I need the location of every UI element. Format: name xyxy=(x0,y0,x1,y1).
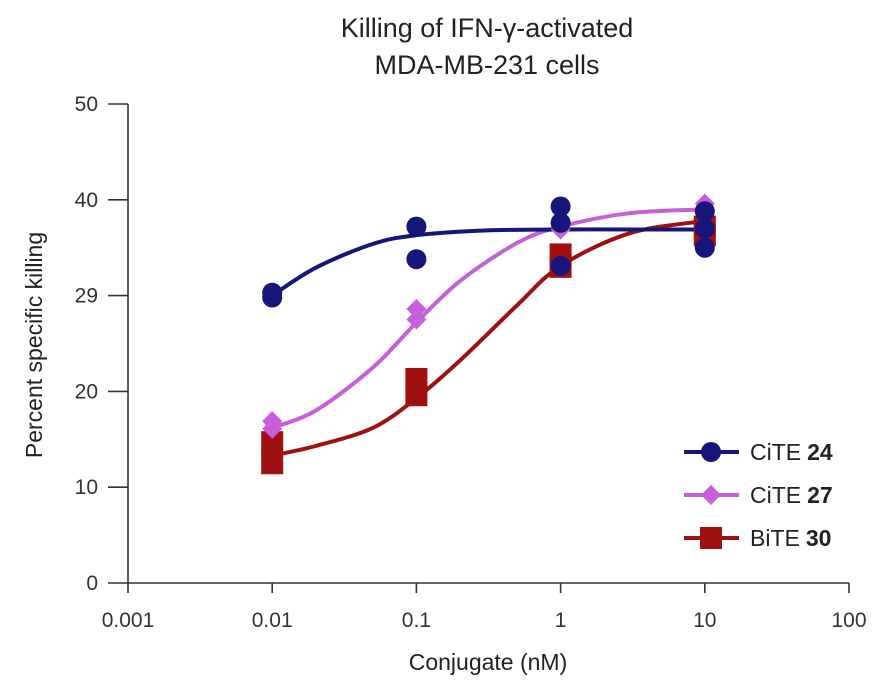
legend-compound-number: 30 xyxy=(806,525,832,551)
legend-item-cite-27: CiTE 27 xyxy=(684,482,833,508)
legend-name: CiTE xyxy=(750,439,801,465)
legend-compound-number: 24 xyxy=(807,439,833,465)
x-tick-label: 0.001 xyxy=(102,609,155,632)
x-tick-label: 100 xyxy=(831,609,866,632)
fit-curve-cite-24 xyxy=(270,227,707,298)
y-tick-label: 20 xyxy=(75,380,98,403)
cite-24-point xyxy=(550,212,571,233)
cite-24-point xyxy=(406,216,427,237)
legend-marker xyxy=(701,442,721,462)
legend-compound-number: 27 xyxy=(807,482,833,508)
bite-30-point xyxy=(261,452,284,475)
bite-30-point xyxy=(405,384,428,407)
chart-title-line-2: MDA-MB-231 cells xyxy=(374,50,599,80)
fit-curves xyxy=(270,207,707,458)
legend-item-cite-24: CiTE 24 xyxy=(684,439,833,465)
y-tick-label: 29 xyxy=(75,285,98,308)
legend-item-bite-30: BiTE 30 xyxy=(684,525,831,551)
x-tick-label: 0.01 xyxy=(252,609,293,632)
cite-24-point xyxy=(694,201,715,222)
cite-27-point xyxy=(406,309,427,330)
y-axis-label: Percent specific killing xyxy=(21,232,47,458)
x-axis-label: Conjugate (nM) xyxy=(409,649,568,675)
chart-title-line-1: Killing of IFN-γ-activated xyxy=(341,13,634,43)
fit-curve-bite-30 xyxy=(270,218,707,458)
legend-label: CiTE 27 xyxy=(750,482,833,508)
legend-marker xyxy=(700,527,722,549)
chart-title: Killing of IFN-γ-activated MDA-MB-231 ce… xyxy=(341,13,634,80)
cite-27-point xyxy=(406,299,427,320)
x-tick-label: 0.1 xyxy=(402,609,431,632)
cite-24-point xyxy=(550,255,571,276)
legend-marker xyxy=(701,485,721,505)
cite-24-point xyxy=(550,196,571,217)
legend-label: BiTE 30 xyxy=(750,525,831,551)
y-tick-label: 40 xyxy=(75,189,98,212)
cite-27-point xyxy=(262,418,283,439)
axis-ticks: 0.001 0.01 0.1 1 10 100 0 10 20 29 40 50 xyxy=(75,93,867,632)
data-points xyxy=(261,193,716,475)
legend-name: BiTE xyxy=(750,525,800,551)
y-tick-label: 50 xyxy=(75,93,98,116)
x-tick-label: 1 xyxy=(555,609,567,632)
y-tick-label: 10 xyxy=(75,476,98,499)
x-tick-label: 10 xyxy=(693,609,716,632)
y-tick-label: 0 xyxy=(86,572,98,595)
cite-24-point xyxy=(406,249,427,270)
cite-24-point xyxy=(262,287,283,308)
cite-24-point xyxy=(694,218,715,239)
legend-label: CiTE 24 xyxy=(750,439,833,465)
cite-24-point xyxy=(694,237,715,258)
bite-30-point xyxy=(261,431,284,454)
fit-curve-cite-27 xyxy=(270,207,707,430)
legend-name: CiTE xyxy=(750,482,801,508)
